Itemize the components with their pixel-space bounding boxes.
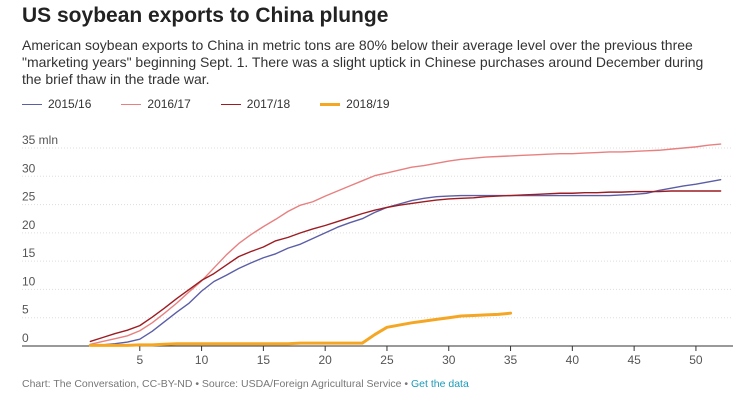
series-line-2017-18: [89, 190, 722, 343]
legend-label-2017-18: 2017/18: [246, 97, 291, 111]
y-tick-label-5: 5: [22, 303, 29, 317]
legend: 2015/16 2016/17 2017/18 2018/19: [22, 97, 420, 111]
series-line-2015-16: [89, 178, 722, 347]
legend-label-2016-17: 2016/17: [147, 97, 191, 111]
chart-title: US soybean exports to China plunge: [22, 4, 389, 27]
x-tick-label-15: 15: [257, 353, 271, 367]
legend-swatch-2018-19: [320, 102, 341, 106]
x-tick-label-45: 45: [627, 353, 641, 367]
x-tick-label-30: 30: [442, 353, 456, 367]
x-tick-label-20: 20: [318, 353, 332, 367]
x-tick-label-25: 25: [380, 353, 394, 367]
y-tick-label-0: 0: [22, 331, 29, 345]
legend-swatch-2017-18: [220, 103, 241, 105]
x-tick-label-40: 40: [566, 353, 580, 367]
y-tick-label-30: 30: [22, 161, 36, 175]
chart-footer: Chart: The Conversation, CC-BY-ND • Sour…: [22, 378, 469, 390]
y-tick-label-10: 10: [22, 274, 36, 288]
x-tick-label-10: 10: [195, 353, 209, 367]
y-tick-label-20: 20: [22, 218, 36, 232]
legend-swatch-2015-16: [22, 103, 42, 105]
chart-subtitle: American soybean exports to China in met…: [22, 37, 704, 87]
series-line-2016-17: [89, 143, 722, 345]
legend-label-2015-16: 2015/16: [48, 97, 92, 111]
footer-credit: Chart: The Conversation, CC-BY-ND • Sour…: [22, 378, 412, 390]
legend-item-2016-17: 2016/17: [121, 97, 191, 111]
y-tick-label-25: 25: [22, 190, 36, 204]
legend-label-2018-19: 2018/19: [346, 97, 390, 111]
x-tick-label-5: 5: [136, 353, 143, 367]
legend-item-2017-18: 2017/18: [220, 97, 291, 111]
series-line-2018-19: [88, 311, 513, 347]
x-tick-label-50: 50: [689, 353, 703, 367]
legend-item-2015-16: 2015/16: [22, 97, 91, 111]
x-tick-label-35: 35: [504, 353, 518, 367]
y-tick-label-15: 15: [22, 246, 36, 260]
get-the-data-link[interactable]: Get the data: [411, 378, 469, 390]
legend-swatch-2016-17: [121, 103, 142, 105]
legend-item-2018-19: 2018/19: [320, 97, 390, 111]
y-tick-label-35: 35 mln: [22, 133, 58, 147]
